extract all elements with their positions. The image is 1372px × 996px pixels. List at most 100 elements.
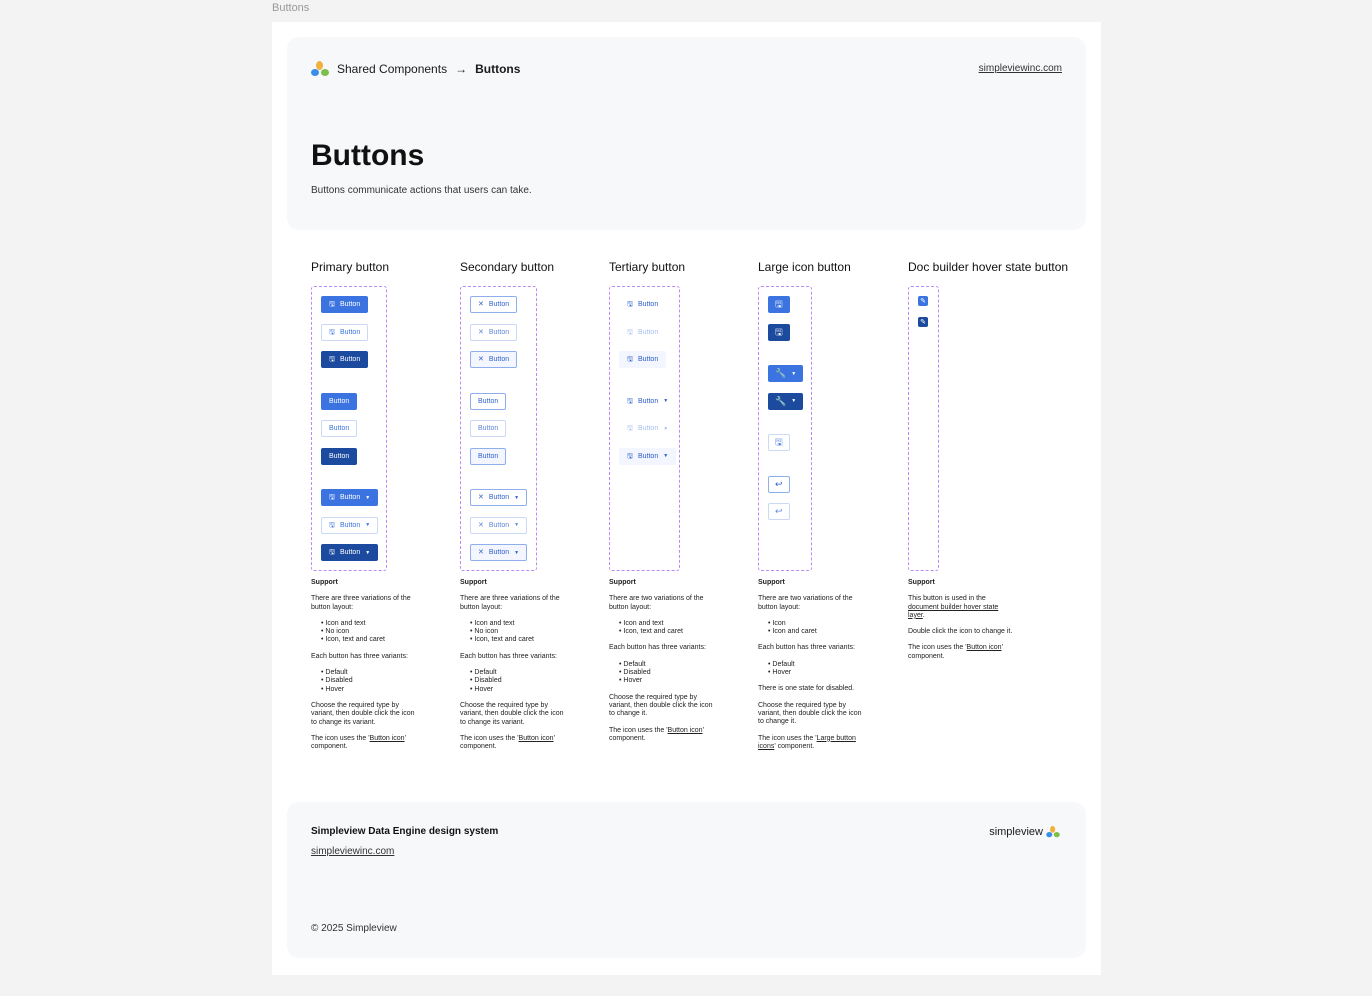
button-disabled[interactable]: 🖫 Button — [321, 323, 369, 341]
wrench-icon: 🔧 — [775, 395, 787, 406]
undo-icon: ↩ — [775, 478, 783, 489]
button-label: Button — [339, 356, 361, 363]
button-default[interactable]: Button — [321, 392, 358, 410]
support-text: There are three variations of the button… — [311, 595, 411, 611]
button-list: 🖫 Button 🖫 Button 🖫 Button Button Button Button 🖫… — [321, 296, 379, 586]
button-hover[interactable]: ✕ Button — [470, 351, 518, 368]
support-list-item: Disabled — [619, 669, 717, 677]
button-group: 🖫 🖫 — [768, 296, 803, 341]
button-disabled[interactable]: Button — [321, 420, 358, 437]
support-list-item: Icon and caret — [768, 628, 866, 636]
support-list-item: No icon — [470, 628, 568, 636]
button-group: 🖫 — [768, 434, 803, 451]
support-paragraph: Choose the required type by variant, the… — [311, 702, 419, 727]
header-card: Shared Components → Buttons simpleviewin… — [287, 37, 1086, 230]
arrow-right-icon: → — [455, 62, 468, 76]
support-list-item: Icon and text — [470, 620, 568, 628]
button-list: 🖫 🖫 🔧 ▼ 🔧 ▼ 🖫 ↩ ↩ — [768, 296, 804, 545]
support-text: There is one state for disabled. — [758, 685, 855, 693]
button-hover[interactable]: 🖫 Button — [619, 351, 667, 368]
footer-link[interactable]: simpleviewinc.com — [311, 846, 395, 857]
button-default[interactable]: 🔧 ▼ — [768, 365, 804, 382]
support-link[interactable]: Button icon — [369, 734, 405, 742]
button-label: Button — [637, 301, 659, 308]
button-disabled[interactable]: ✕ Button ▼ — [470, 516, 528, 534]
button-hover[interactable]: 🔧 ▼ — [768, 392, 804, 410]
save-icon: 🖫 — [775, 437, 783, 447]
caret-down-icon: ▼ — [663, 425, 669, 432]
save-icon: 🖫 — [329, 328, 335, 336]
support-paragraph: Choose the required type by variant, the… — [758, 702, 866, 727]
button-label: Button — [339, 494, 361, 501]
undo-icon: ↩ — [775, 506, 783, 516]
button-hover[interactable]: 🖫 Button — [321, 351, 369, 368]
button-disabled[interactable]: 🖫 Button — [619, 324, 666, 341]
support-list: Icon and textIcon, text and caret — [619, 620, 717, 637]
support-link[interactable]: Large button icons — [758, 734, 856, 750]
support-paragraph: Each button has three variants: — [311, 653, 419, 661]
support-list-item: Disabled — [321, 677, 419, 685]
support-text: Each button has three variants: — [460, 652, 557, 660]
support-paragraph: The icon uses the 'Large button icons' c… — [758, 735, 866, 752]
button-group: ✕ Button ▼ ✕ Button ▼ ✕ Button ▼ — [470, 489, 528, 561]
button-default[interactable]: 🖫 Button ▼ — [321, 489, 379, 506]
page-title: Buttons — [311, 139, 425, 172]
button-disabled[interactable]: ↩ — [768, 503, 790, 520]
support-list: DefaultDisabledHover — [619, 661, 717, 686]
support-list-item: Default — [619, 661, 717, 669]
support-text: Each button has three variants: — [758, 644, 855, 652]
save-icon: 🖫 — [775, 326, 783, 337]
component-frame: ✕ Button ✕ Button ✕ Button Button Button Button ✕… — [460, 286, 537, 571]
column-primary: Primary button 🖫 Button 🖫 Button 🖫 Button Butto… — [311, 260, 415, 750]
button-disabled[interactable]: 🖫 — [768, 434, 790, 451]
button-label: Button — [329, 425, 350, 432]
button-disabled[interactable]: Button — [470, 420, 507, 437]
support-text: ' component. — [774, 742, 815, 750]
button-disabled[interactable]: 🖫 Button ▼ — [321, 516, 379, 534]
button-hover[interactable]: ✕ Button ▼ — [470, 544, 528, 561]
button-label: Button — [488, 494, 510, 501]
button-default[interactable]: ✕ Button ▼ — [470, 489, 528, 506]
button-label: Button — [637, 425, 659, 432]
button-group: 🖫 Button ▼ 🖫 Button ▼ 🖫 Button ▼ — [619, 393, 677, 465]
button-disabled[interactable]: 🖫 Button ▼ — [619, 420, 676, 437]
button-hover[interactable]: 🖫 — [768, 323, 790, 341]
close-icon: ✕ — [478, 356, 484, 363]
pencil-icon: ✎ — [920, 319, 926, 326]
button-default[interactable]: ✕ Button — [470, 296, 518, 313]
button-group: 🔧 ▼ 🔧 ▼ — [768, 365, 804, 410]
button-hover[interactable]: 🖫 Button ▼ — [619, 447, 677, 465]
support-list-item: Icon, text and caret — [470, 636, 568, 644]
breadcrumb-parent[interactable]: Shared Components — [337, 62, 448, 76]
support-notes: Support There are two variations of the b… — [758, 579, 866, 759]
button-hover[interactable]: 🖫 Button ▼ — [321, 544, 379, 561]
simpleview-logo-icon — [1046, 826, 1060, 838]
button-list: ✕ Button ✕ Button ✕ Button Button Button Button ✕… — [470, 296, 528, 586]
button-default[interactable]: 🖫 Button — [321, 296, 369, 313]
button-default[interactable]: 🖫 Button — [619, 296, 666, 313]
button-disabled[interactable]: ✕ Button — [470, 323, 518, 341]
support-list-item: Default — [470, 669, 568, 677]
button-default[interactable]: Button — [470, 392, 507, 410]
support-text: There are two variations of the button l… — [609, 595, 704, 611]
support-text: The icon uses the ' — [460, 734, 519, 742]
simpleview-logo-icon — [311, 61, 329, 77]
button-default[interactable]: 🖫 Button ▼ — [619, 393, 676, 410]
support-link[interactable]: Button icon — [518, 734, 554, 742]
button-label: Button — [488, 301, 510, 308]
site-link[interactable]: simpleviewinc.com — [978, 63, 1062, 74]
support-link[interactable]: Button icon — [667, 726, 703, 734]
caret-down-icon: ▼ — [365, 549, 371, 556]
button-default[interactable]: ↩ — [768, 475, 790, 493]
button-default[interactable]: 🖫 — [768, 296, 790, 313]
support-link[interactable]: Button icon — [966, 644, 1002, 652]
doc-hover-button-hover[interactable]: ✎ — [918, 317, 928, 327]
support-paragraph: There are three variations of the button… — [460, 595, 568, 612]
close-icon: ✕ — [478, 549, 484, 556]
support-link[interactable]: document builder hover state layer — [908, 603, 999, 619]
support-list-item: Hover — [619, 677, 717, 685]
wrench-icon: 🔧 — [775, 368, 787, 378]
button-hover[interactable]: Button — [321, 447, 358, 465]
button-hover[interactable]: Button — [470, 447, 507, 465]
doc-hover-button-default[interactable]: ✎ — [918, 296, 928, 306]
